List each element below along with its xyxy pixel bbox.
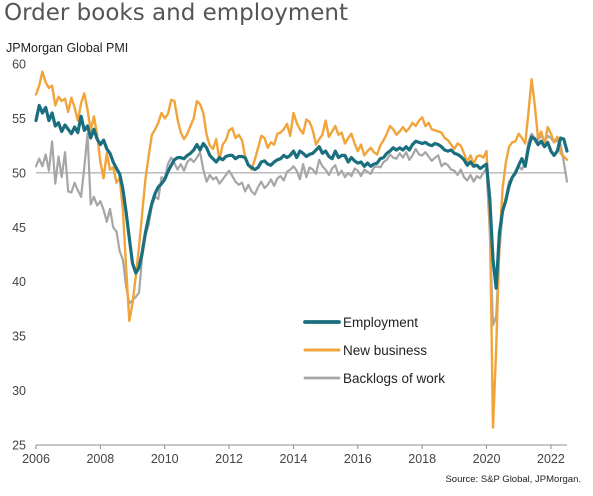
y-tick-label: 25 — [12, 439, 26, 453]
y-axis-label: JPMorgan Global PMI — [6, 41, 129, 55]
x-tick-label: 2012 — [215, 452, 243, 466]
y-tick-label: 50 — [12, 166, 26, 180]
y-tick-label: 55 — [12, 112, 26, 126]
y-tick-label: 60 — [12, 58, 26, 72]
series-layer — [34, 70, 569, 429]
x-tick-label: 2022 — [537, 452, 565, 466]
x-tick-label: 2014 — [280, 452, 308, 466]
legend-new-business: New business — [303, 343, 427, 358]
legend-backlogs: Backlogs of work — [303, 371, 445, 386]
series-backlogs-line — [34, 132, 569, 327]
legend-label: New business — [343, 343, 427, 358]
x-tick-label: 2020 — [473, 452, 501, 466]
chart-axes: 25 30 35 40 45 50 55 60 2006 2008 2010 2012 2014 2016… — [12, 58, 567, 466]
x-tick-label: 2018 — [408, 452, 436, 466]
series-employment-line — [34, 103, 569, 290]
x-tick-label: 2016 — [344, 452, 372, 466]
series-new-business-line — [34, 70, 569, 429]
legend-employment: Employment — [303, 315, 418, 330]
legend: Employment New business Backlogs of work — [303, 315, 445, 386]
x-tick-label: 2006 — [22, 452, 50, 466]
legend-label: Employment — [343, 315, 418, 330]
y-tick-label: 40 — [12, 275, 26, 289]
legend-label: Backlogs of work — [343, 371, 445, 386]
x-tick-label: 2008 — [86, 452, 114, 466]
y-tick-label: 45 — [12, 221, 26, 235]
x-tick-label: 2010 — [151, 452, 179, 466]
chart-title: Order books and employment — [4, 0, 348, 26]
y-tick-label: 30 — [12, 384, 26, 398]
y-tick-label: 35 — [12, 330, 26, 344]
source-note: Source: S&P Global, JPMorgan. — [445, 474, 581, 485]
